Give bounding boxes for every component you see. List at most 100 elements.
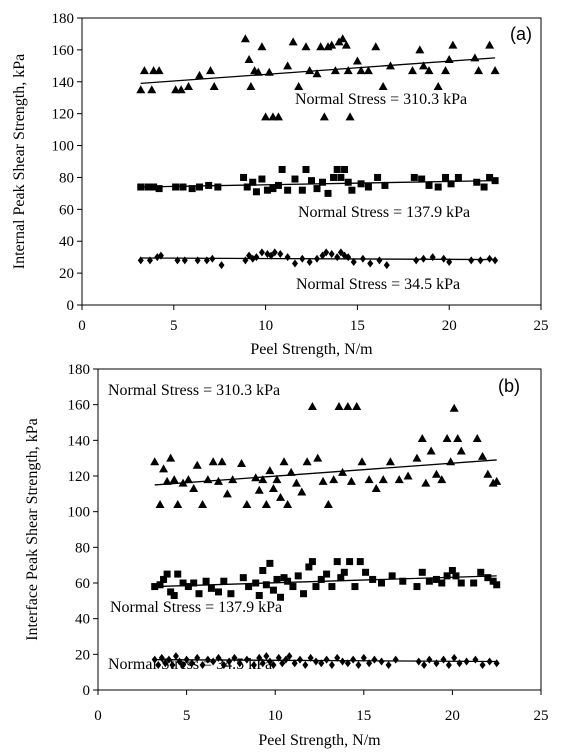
panel-a-square-point (447, 180, 455, 188)
panel-a-diamond-point (157, 251, 164, 260)
panel-b-square-point (489, 577, 497, 585)
panel-a-diamond-point (306, 257, 313, 266)
panel-b-triangle-point (237, 459, 247, 468)
panel-a-y-tick-label: 160 (52, 43, 75, 59)
panel-a-y-tick-label: 20 (59, 266, 74, 282)
panel-b-triangle-point (449, 403, 459, 412)
panel-b-triangle-point (258, 475, 268, 484)
panel-a-chart: 0 20 40 60 80 100 120 140 160 180 0 5 10 15 20 25 Peel S… (11, 11, 549, 358)
panel-b-diamond-point (350, 655, 357, 664)
panel-b-x-tick-label: 25 (534, 708, 549, 724)
panel-b-triangle-point (217, 457, 227, 466)
panel-b-y-tick-label: 40 (75, 612, 90, 628)
panel-b-panel-label: (b) (498, 376, 520, 396)
panel-a-square-point (278, 165, 286, 173)
panel-b-square-point (448, 567, 456, 575)
panel-b-square-point (477, 568, 485, 576)
panel-b-square-point (452, 572, 460, 580)
panel-b-square-point (438, 579, 446, 587)
panel-a-diamond-point (383, 261, 390, 270)
panel-b-triangle-point (198, 500, 208, 509)
panel-b-triangle-point (334, 401, 344, 410)
panel-a-square-point (410, 173, 418, 181)
panel-b-triangle-point (254, 485, 264, 494)
panel-a-square-point (418, 175, 426, 183)
panel-b-square-point (220, 577, 228, 585)
panel-b-triangle-point (417, 434, 427, 443)
panel-b-triangle-point (183, 475, 193, 484)
panel-b-triangle-point (442, 434, 452, 443)
panel-b-series-square (151, 558, 501, 601)
panel-a-series-annotation: Normal Stress = 34.5 kPa (296, 276, 460, 293)
panel-b-diamond-point (199, 661, 206, 670)
panel-a-square-point (155, 185, 163, 193)
panel-a-square-point (344, 178, 352, 186)
panel-a-y-tick-label: 40 (59, 234, 74, 250)
panel-a-square-point (381, 181, 389, 189)
panel-b-square-point (280, 574, 288, 582)
panel-a-triangle-point (305, 66, 315, 75)
panel-a-diamond-point (291, 259, 298, 268)
panel-a-triangle-point (261, 112, 271, 121)
panel-a-triangle-point (244, 54, 254, 63)
panel-a-square-point (442, 173, 450, 181)
panel-a-triangle-point (240, 34, 250, 43)
panel-b-triangle-point (378, 475, 388, 484)
panel-b-square-point (333, 558, 341, 566)
panel-a-y-tick-label: 0 (67, 298, 75, 314)
panel-a-x-tick-label: 10 (258, 318, 273, 334)
panel-b-square-point (207, 584, 215, 592)
panel-a-x-tick-label: 5 (170, 318, 178, 334)
panel-a-square-point (374, 173, 382, 181)
panel-a-square-point (240, 173, 248, 181)
panel-a-triangle-point (283, 61, 293, 70)
panel-b-diamond-point (270, 661, 277, 670)
panel-b-diamond-point (323, 655, 330, 664)
panel-b-y-tick-label: 160 (68, 398, 91, 414)
panel-b-triangle-point (492, 476, 502, 485)
panel-a-trend-line (140, 257, 496, 261)
panel-a-square-point (319, 178, 327, 186)
panel-b-triangle-point (338, 467, 348, 476)
panel-b-diamond-point (250, 661, 257, 670)
panel-a-triangle-point (176, 85, 186, 94)
panel-a-y-tick-label: 180 (52, 11, 75, 27)
panel-a-triangle-point (246, 82, 256, 91)
panel-a-triangle-point (312, 69, 322, 78)
panel-b-square-point (388, 572, 396, 580)
panel-b-square-point (179, 579, 187, 587)
panel-b-square-point (195, 590, 203, 598)
panel-b-square-point (202, 577, 210, 585)
panel-a-triangle-point (327, 40, 337, 49)
panel-b-diamond-point (266, 657, 273, 666)
panel-b-diamond-point (385, 661, 392, 670)
panel-a-triangle-point (330, 66, 340, 75)
panel-b-square-point (425, 577, 433, 585)
panel-b-triangle-point (189, 483, 199, 492)
panel-b-x-tick-label: 15 (356, 708, 371, 724)
panel-a-triangle-point (418, 61, 428, 70)
panel-b-series-triangle (150, 401, 502, 509)
panel-a-diamond-point (194, 256, 201, 265)
panel-b-x-tick-label: 10 (268, 708, 283, 724)
panel-b-triangle-point (343, 401, 353, 410)
panel-a-diamond-point (350, 257, 357, 266)
panel-b-square-point (277, 593, 285, 601)
panel-b-diamond-point (220, 661, 227, 670)
panel-a-diamond-point (367, 259, 374, 268)
panel-b-diamond-point (479, 661, 486, 670)
panel-a-triangle-point (209, 82, 219, 91)
panel-a-trend-line (140, 57, 496, 85)
panel-b-y-tick-label: 20 (75, 647, 90, 663)
panel-b-diamond-point (433, 659, 440, 668)
panel-b-square-point (418, 568, 426, 576)
panel-b-triangle-point (323, 500, 333, 509)
panel-b-triangle-point (162, 476, 172, 485)
panel-b-y-axis-title: Interface Peak Shear Strength, kPa (24, 418, 41, 641)
panel-a-y-tick-label: 80 (59, 170, 74, 186)
panel-a-triangle-point (253, 67, 263, 76)
panel-b-triangle-point (272, 475, 282, 484)
panel-b-square-point (163, 570, 171, 578)
panel-a-triangle-point (273, 112, 283, 121)
panel-b-square-point (340, 568, 348, 576)
